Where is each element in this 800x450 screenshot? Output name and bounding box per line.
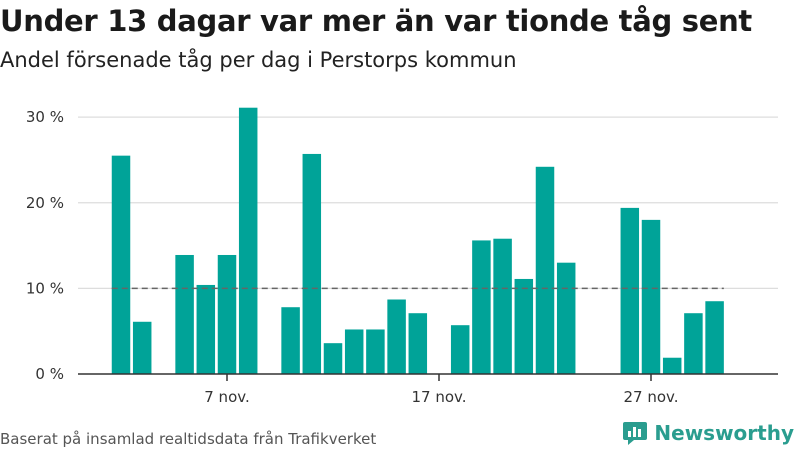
bar <box>493 238 512 374</box>
bar <box>662 357 682 374</box>
bar <box>705 301 724 374</box>
bar <box>217 254 237 374</box>
bars <box>111 107 724 375</box>
y-tick-label: 20 % <box>26 194 64 212</box>
chart-title: Under 13 dagar var mer än var tionde tåg… <box>0 4 752 38</box>
y-axis-labels: 0 % 10 % 20 % 30 % <box>26 108 64 383</box>
bar <box>323 343 343 374</box>
bar <box>344 329 364 374</box>
x-tick-label: 17 nov. <box>411 388 466 406</box>
bar <box>175 254 194 374</box>
bar <box>387 299 406 374</box>
bar <box>408 313 428 374</box>
bar <box>132 321 152 374</box>
x-tick-label: 27 nov. <box>623 388 678 406</box>
bar <box>556 262 576 374</box>
y-tick-label: 0 % <box>35 365 64 383</box>
bar <box>450 325 470 374</box>
x-tick-label: 7 nov. <box>204 388 249 406</box>
bar <box>535 166 555 374</box>
y-tick-label: 10 % <box>26 279 64 297</box>
bar <box>196 284 216 374</box>
bar <box>366 329 385 374</box>
brand-name: Newsworthy <box>654 421 794 445</box>
source-note: Baserat på insamlad realtidsdata från Tr… <box>0 430 377 448</box>
bar <box>281 307 300 374</box>
y-tick-label: 30 % <box>26 108 64 126</box>
x-axis-labels: 7 nov. 17 nov. 27 nov. <box>204 374 679 406</box>
bar <box>238 107 258 375</box>
bar <box>641 219 661 374</box>
bar <box>620 207 640 374</box>
chart-subtitle: Andel försenade tåg per dag i Perstorps … <box>0 48 517 72</box>
bar <box>514 278 534 374</box>
bar <box>111 155 131 374</box>
bar <box>684 313 703 374</box>
bar <box>472 240 491 374</box>
newsworthy-logo: Newsworthy <box>622 420 794 446</box>
newsworthy-icon <box>623 422 648 445</box>
bar <box>302 153 322 374</box>
